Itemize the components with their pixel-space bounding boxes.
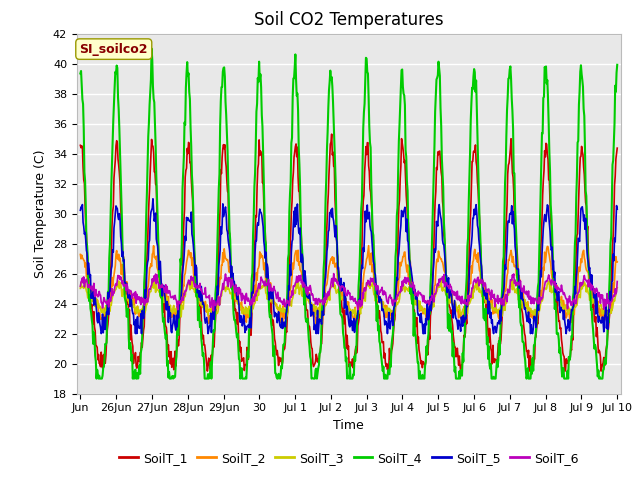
SoilT_2 bbox=[540, 268, 548, 274]
SoilT_3 bbox=[77, 286, 84, 291]
Line: SoilT_1: SoilT_1 bbox=[81, 134, 617, 371]
SoilT_6 bbox=[404, 278, 412, 284]
SoilT_5 bbox=[420, 331, 428, 336]
Line: SoilT_5: SoilT_5 bbox=[81, 199, 617, 334]
X-axis label: Time: Time bbox=[333, 419, 364, 432]
SoilT_3 bbox=[613, 285, 621, 290]
SoilT_4 bbox=[77, 71, 84, 76]
SoilT_3 bbox=[389, 311, 397, 316]
SoilT_6 bbox=[390, 297, 397, 302]
SoilT_3 bbox=[485, 301, 493, 307]
SoilT_4 bbox=[390, 323, 397, 328]
SoilT_5 bbox=[613, 206, 621, 212]
SoilT_1 bbox=[390, 329, 397, 335]
SoilT_2 bbox=[109, 277, 117, 283]
SoilT_6 bbox=[485, 286, 493, 292]
Line: SoilT_4: SoilT_4 bbox=[81, 48, 617, 379]
Legend: SoilT_1, SoilT_2, SoilT_3, SoilT_4, SoilT_5, SoilT_6: SoilT_1, SoilT_2, SoilT_3, SoilT_4, Soil… bbox=[114, 447, 584, 469]
SoilT_2 bbox=[485, 299, 493, 305]
SoilT_3 bbox=[419, 309, 427, 314]
SoilT_6 bbox=[330, 271, 337, 276]
SoilT_6 bbox=[77, 283, 84, 289]
Line: SoilT_6: SoilT_6 bbox=[81, 274, 617, 311]
SoilT_2 bbox=[404, 262, 412, 268]
SoilT_4 bbox=[540, 94, 548, 100]
SoilT_6 bbox=[109, 289, 117, 295]
SoilT_3 bbox=[424, 316, 432, 322]
SoilT_1 bbox=[204, 368, 211, 374]
SoilT_6 bbox=[420, 293, 428, 299]
SoilT_1 bbox=[109, 204, 117, 210]
SoilT_4 bbox=[110, 99, 118, 105]
SoilT_1 bbox=[77, 143, 84, 148]
SoilT_1 bbox=[404, 221, 412, 227]
Title: Soil CO2 Temperatures: Soil CO2 Temperatures bbox=[254, 11, 444, 29]
SoilT_3 bbox=[403, 286, 411, 291]
SoilT_4 bbox=[93, 376, 100, 382]
SoilT_5 bbox=[97, 331, 105, 336]
SoilT_3 bbox=[540, 285, 548, 290]
SoilT_3 bbox=[294, 276, 302, 282]
Text: SI_soilco2: SI_soilco2 bbox=[79, 43, 148, 56]
SoilT_1 bbox=[613, 145, 621, 151]
SoilT_2 bbox=[365, 243, 372, 249]
SoilT_4 bbox=[148, 46, 156, 51]
SoilT_3 bbox=[109, 287, 117, 292]
SoilT_5 bbox=[540, 218, 548, 224]
SoilT_4 bbox=[485, 344, 493, 349]
SoilT_6 bbox=[209, 308, 217, 314]
SoilT_4 bbox=[420, 374, 428, 380]
SoilT_1 bbox=[328, 131, 335, 137]
SoilT_2 bbox=[390, 311, 397, 316]
SoilT_1 bbox=[485, 339, 493, 345]
SoilT_1 bbox=[420, 360, 428, 366]
SoilT_2 bbox=[613, 259, 621, 265]
SoilT_5 bbox=[404, 238, 412, 243]
Y-axis label: Soil Temperature (C): Soil Temperature (C) bbox=[35, 149, 47, 278]
SoilT_5 bbox=[110, 225, 118, 231]
SoilT_5 bbox=[77, 207, 84, 213]
Line: SoilT_3: SoilT_3 bbox=[81, 279, 617, 319]
SoilT_6 bbox=[540, 287, 548, 292]
Line: SoilT_2: SoilT_2 bbox=[81, 246, 617, 328]
SoilT_5 bbox=[390, 308, 397, 313]
SoilT_1 bbox=[540, 168, 548, 174]
SoilT_2 bbox=[279, 325, 287, 331]
SoilT_2 bbox=[420, 308, 428, 313]
SoilT_4 bbox=[613, 62, 621, 68]
SoilT_5 bbox=[485, 299, 493, 304]
SoilT_6 bbox=[613, 278, 621, 284]
SoilT_2 bbox=[77, 252, 84, 257]
SoilT_5 bbox=[149, 196, 157, 202]
SoilT_4 bbox=[404, 188, 412, 193]
